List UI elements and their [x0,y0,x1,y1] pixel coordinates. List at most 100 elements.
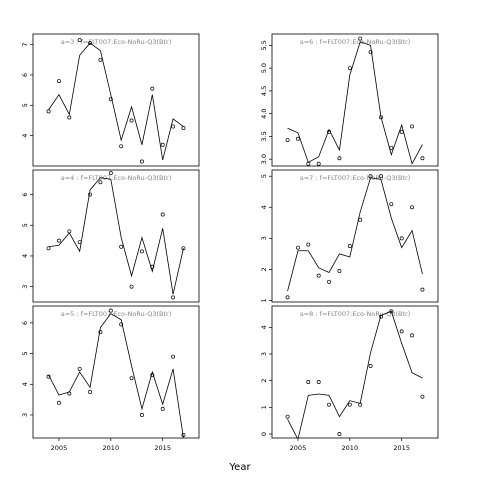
observed-point [420,287,425,292]
observed-point [181,246,186,251]
panel-frame [271,305,439,439]
observed-point [410,124,415,129]
observed-point [316,161,321,166]
y-tick-label: 4 [260,205,268,209]
observed-point [88,192,93,197]
observed-point [67,391,72,396]
observed-point [327,279,332,284]
y-tick-label: 6 [21,73,29,77]
panel-title: a=5 : f=FLT007:Eco-NoRu-Q3(Btr) [61,310,172,318]
fitted-line [48,313,184,438]
y-tick-label: 2 [260,267,268,271]
y-tick-label: 1 [260,405,268,409]
observed-point [295,136,300,141]
observed-point [108,171,113,176]
observed-point [171,295,176,300]
observed-point [108,97,113,102]
observed-point [139,159,144,164]
panel-6: a=8 : f=FLT007:Eco-NoRu-Q3(Btr) 0 1 2 3 4 2005… [260,305,439,452]
observed-point [347,402,352,407]
observed-point [285,138,290,143]
panels: a=3 : f=FLT007:Eco-NoRu-Q3(Btr) 4 5 6 7 a=6 :… [21,33,439,452]
observed-point [378,174,383,179]
panel-title: a=6 : f=FLT007:Eco-NoRu-Q3(Btr) [300,38,411,46]
y-tick-label: 5 [21,223,29,227]
y-tick-label: 4 [260,325,268,329]
x-tick-label: 2005 [51,444,68,452]
observed-point [119,322,124,327]
observed-point [108,308,113,313]
observed-point [181,432,186,437]
observed-point [77,240,82,245]
observed-point [378,115,383,120]
x-axis-label: Year [228,462,251,473]
observed-point [358,402,363,407]
plot-area [285,174,425,300]
observed-point [98,57,103,62]
observed-point [399,236,404,241]
y-tick-label: 5 [21,352,29,356]
y-tick-label: 4 [21,254,29,258]
observed-point [368,174,373,179]
fitted-line [287,310,423,438]
y-tick-label: 3 [21,413,29,417]
observed-point [129,118,134,123]
observed-point [150,373,155,378]
panel-frame [32,33,200,167]
panel-1: a=3 : f=FLT007:Eco-NoRu-Q3(Btr) 4 5 6 7 [21,33,200,167]
observed-point [56,79,61,83]
observed-point [347,66,352,71]
panel-frame [271,33,439,167]
observed-point [67,229,72,234]
panel-frame [32,305,200,439]
observed-point [306,161,311,166]
observed-point [306,242,311,247]
observed-point [410,205,415,210]
observed-point [46,374,51,379]
y-tick-label: 3 [21,285,29,289]
observed-point [368,364,373,368]
x-tick-label: 2005 [290,444,307,452]
observed-point [389,145,394,150]
y-tick-label: 4 [21,382,29,386]
y-tick-label: 4 [21,134,29,138]
observed-point [119,244,124,249]
observed-point [285,414,290,419]
panel-2: a=6 : f=FLT007:Eco-NoRu-Q3(Btr) 3.0 3.5 4.0… [260,33,439,167]
panel-frame [271,169,439,303]
panel-title: a=3 : f=FLT007:Eco-NoRu-Q3(Btr) [61,38,172,46]
observed-point [327,129,332,134]
observed-point [316,273,321,278]
observed-point [160,406,165,411]
observed-point [368,50,373,55]
observed-point [337,268,342,273]
panel-5: a=5 : f=FLT007:Eco-NoRu-Q3(Btr) 3 4 5 6 2005 2… [21,305,200,452]
panel-title: a=4 : f=FLT007:Eco-NoRu-Q3(Btr) [61,174,172,182]
y-tick-label: 5 [260,174,268,178]
x-tick-label: 2015 [154,444,171,452]
observed-point [119,144,124,149]
observed-point [88,41,93,46]
panel-title: a=8 : f=FLT007:Eco-NoRu-Q3(Btr) [300,310,411,318]
y-tick-label: 4.0 [260,108,268,118]
plot-area [285,309,425,438]
observed-point [399,329,404,334]
y-tick-label: 3 [260,352,268,356]
fitted-line [287,41,423,165]
panel-frame [32,169,200,303]
observed-point [410,333,415,338]
observed-point [77,366,82,371]
observed-point [389,309,394,314]
observed-point [56,400,61,405]
observed-point [389,202,394,207]
y-tick-label: 5 [21,103,29,107]
observed-point [150,86,155,91]
observed-point [67,115,72,120]
observed-point [56,238,61,243]
observed-point [337,156,342,161]
observed-point [306,380,311,384]
panel-3: a=4 : f=FLT007:Eco-NoRu-Q3(Btr) 3 4 5 6 [21,169,200,303]
observed-point [46,109,51,114]
y-tick-label: 6 [21,321,29,325]
plot-area [46,38,186,164]
